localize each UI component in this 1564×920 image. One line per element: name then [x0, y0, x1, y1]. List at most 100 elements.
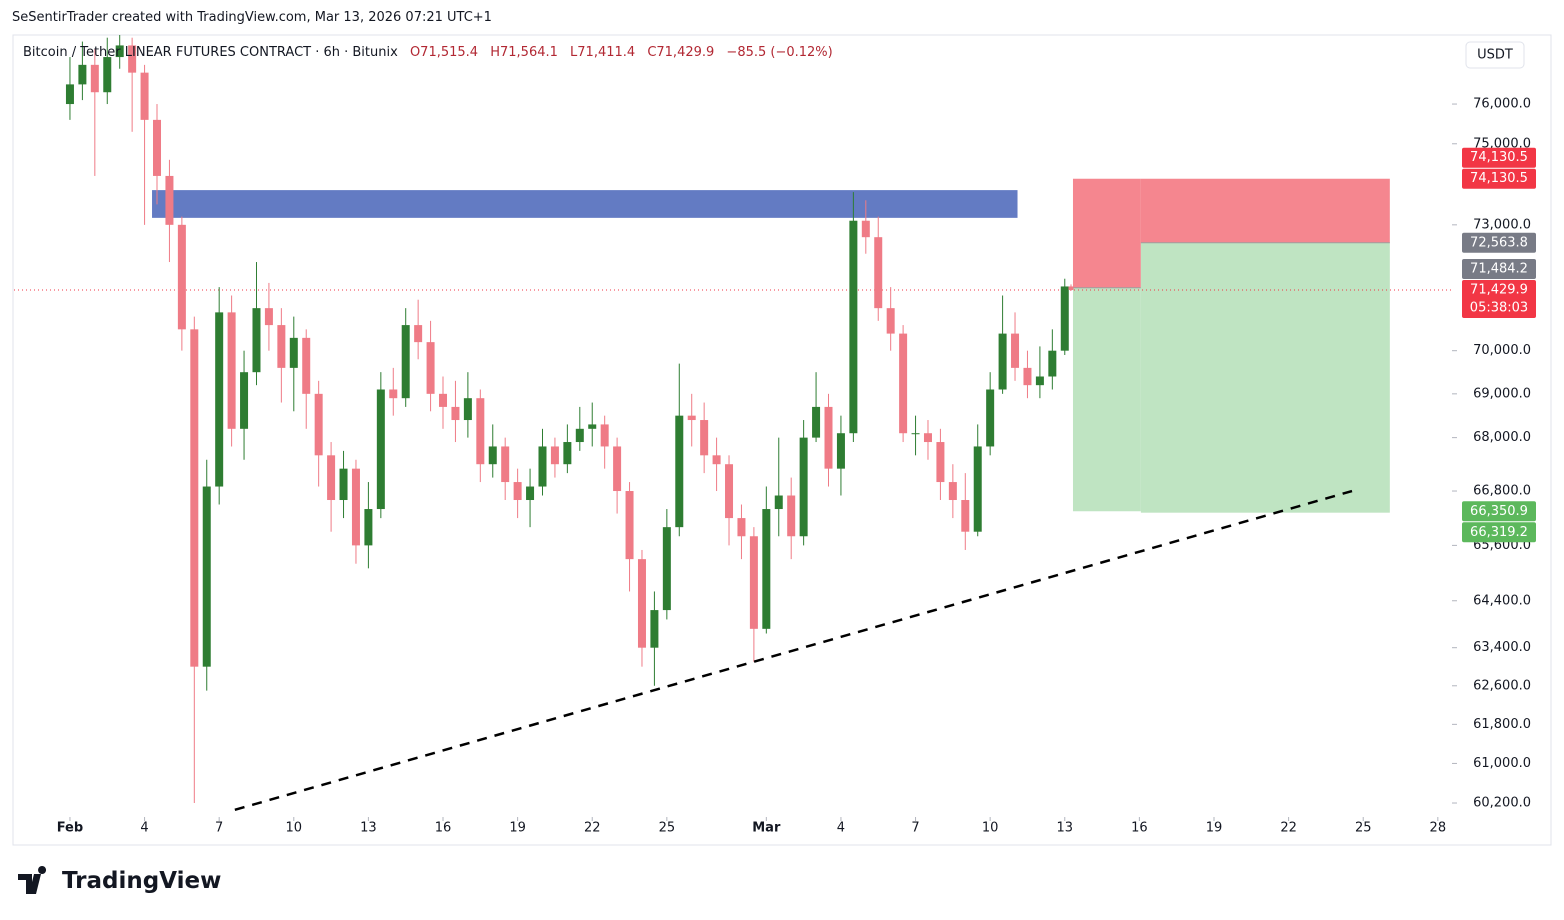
- zone: [152, 190, 1018, 218]
- candle-body: [861, 220, 870, 238]
- candle-body: [911, 433, 920, 435]
- ohlc-low: L71,411.4: [570, 45, 636, 60]
- candle-body: [1060, 286, 1069, 351]
- candle-body: [650, 610, 659, 648]
- candle-body: [687, 415, 696, 421]
- price-label-text: 74,130.5: [1470, 171, 1528, 186]
- candle-body: [389, 389, 398, 399]
- candle-body: [128, 45, 137, 73]
- candle-body: [190, 329, 199, 667]
- candle-body: [513, 482, 522, 501]
- candle-body: [1011, 333, 1020, 368]
- candle-body: [812, 406, 821, 438]
- candle-body: [215, 312, 224, 487]
- candle-body: [849, 220, 858, 434]
- price-label: [1462, 501, 1536, 522]
- attribution: SeSentirTrader created with TradingView.…: [12, 10, 492, 25]
- candle-body: [737, 518, 746, 537]
- candle-body: [526, 486, 535, 501]
- candle-body: [725, 464, 734, 519]
- x-tick-label: 7: [215, 821, 223, 836]
- price-label: [1462, 232, 1536, 253]
- ohlc-high: H71,564.1: [490, 45, 558, 60]
- stop-zone: [1072, 178, 1141, 288]
- candle-body: [476, 398, 485, 465]
- candle-body: [103, 57, 112, 93]
- candle-body: [252, 308, 261, 373]
- candle-body: [327, 455, 336, 501]
- candle-body: [177, 224, 186, 330]
- target-zone: [1140, 242, 1390, 513]
- candle-body: [351, 468, 360, 546]
- ohlc-open: O71,515.4: [409, 45, 479, 60]
- x-tick-label: 4: [837, 821, 845, 836]
- candle-body: [439, 393, 448, 407]
- brand: TradingView: [62, 868, 222, 894]
- candle-body: [488, 446, 497, 465]
- candle-body: [1023, 367, 1032, 386]
- x-tick-label: 13: [360, 821, 377, 836]
- price-label-text: 74,130.5: [1470, 150, 1528, 165]
- currency: USDT: [1477, 48, 1513, 63]
- candle-body: [923, 433, 932, 443]
- candle-body: [227, 312, 236, 429]
- candle-body: [675, 415, 684, 528]
- x-tick-label: 19: [509, 821, 526, 836]
- candle-body: [588, 424, 597, 429]
- candle-body: [600, 424, 609, 447]
- price-label-text: 66,350.9: [1470, 504, 1528, 519]
- candle-body: [836, 433, 845, 469]
- candle-body: [140, 72, 149, 120]
- candle-body: [414, 325, 423, 343]
- brand-logo: [18, 866, 47, 894]
- candle-body: [986, 389, 995, 447]
- candle-body: [202, 486, 211, 667]
- candle-body: [799, 437, 808, 537]
- y-tick-label: 69,000.0: [1473, 386, 1531, 401]
- candle-body: [240, 372, 249, 429]
- price-label-text: 72,563.8: [1470, 235, 1528, 250]
- candle-body: [712, 455, 721, 465]
- candle-body: [1048, 350, 1057, 377]
- candle-body: [302, 337, 311, 394]
- x-tick-label: 25: [1355, 821, 1372, 836]
- price-label: [1462, 280, 1536, 319]
- candle-body: [78, 64, 87, 85]
- candle-body: [662, 527, 671, 611]
- candle-body: [824, 406, 833, 469]
- x-tick-label: 16: [1131, 821, 1148, 836]
- ohlc-close: C71,429.9: [647, 45, 715, 60]
- price-label-text: 71,484.2: [1470, 262, 1528, 277]
- currency-box[interactable]: [1465, 41, 1525, 69]
- x-tick-label: 16: [435, 821, 452, 836]
- y-tick-label: 70,000.0: [1473, 343, 1531, 358]
- candle-body: [153, 119, 162, 176]
- candle-body: [451, 406, 460, 421]
- x-tick-label: Mar: [752, 821, 781, 836]
- candle-body: [90, 64, 99, 93]
- candle-body: [314, 393, 323, 456]
- candle-body: [538, 446, 547, 487]
- stop-zone: [1140, 178, 1390, 243]
- y-tick-label: 63,400.0: [1473, 640, 1531, 655]
- y-tick-label: 60,200.0: [1473, 796, 1531, 811]
- candle-body: [625, 491, 634, 560]
- trendline: [234, 489, 1353, 812]
- y-tick-label: 61,000.0: [1473, 756, 1531, 771]
- plot-area: [14, 35, 1452, 812]
- price-label: [1462, 522, 1536, 543]
- candle-body: [463, 398, 472, 421]
- candle-body: [115, 45, 124, 58]
- x-tick-label: Feb: [57, 821, 83, 836]
- candle-body: [1068, 286, 1074, 291]
- candle-body: [165, 175, 174, 225]
- y-tick-label: 62,600.0: [1473, 678, 1531, 693]
- y-tick-label: 75,000.0: [1473, 136, 1531, 151]
- candle-body: [65, 84, 74, 105]
- candle-body: [401, 325, 410, 399]
- target-zone: [1072, 287, 1141, 512]
- x-tick-label: 7: [911, 821, 919, 836]
- symbol: Bitcoin / Tether LINEAR FUTURES CONTRACT…: [23, 45, 398, 60]
- candle-body: [886, 308, 895, 334]
